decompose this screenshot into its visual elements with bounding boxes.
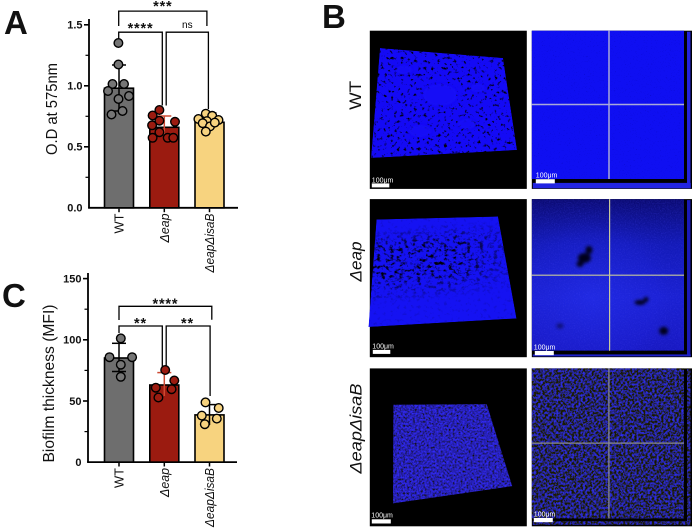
svg-text:ΔeapΔisaB: ΔeapΔisaB (347, 384, 366, 475)
svg-text:Δeap: Δeap (157, 468, 172, 498)
svg-text:O.D at 575nm: O.D at 575nm (44, 63, 61, 155)
svg-text:**: ** (181, 316, 194, 332)
svg-text:****: **** (128, 21, 154, 37)
svg-text:***: *** (153, 0, 172, 15)
svg-text:100μm: 100μm (371, 513, 393, 520)
svg-text:C: C (2, 277, 26, 314)
svg-text:100μm: 100μm (534, 344, 556, 351)
svg-text:0: 0 (75, 457, 81, 469)
svg-text:100μm: 100μm (536, 173, 558, 180)
svg-text:A: A (4, 4, 28, 41)
svg-text:1.0: 1.0 (67, 81, 82, 93)
svg-text:100μm: 100μm (534, 511, 556, 518)
svg-text:Δeap: Δeap (157, 214, 172, 244)
svg-text:0.5: 0.5 (67, 142, 82, 154)
svg-text:ns: ns (182, 20, 193, 31)
svg-text:1.5: 1.5 (67, 20, 82, 32)
svg-text:**: ** (134, 316, 147, 332)
svg-text:ΔeapΔisaB: ΔeapΔisaB (202, 468, 217, 528)
svg-text:50: 50 (69, 396, 81, 408)
svg-text:100: 100 (63, 335, 81, 347)
svg-text:WT: WT (112, 213, 127, 233)
svg-text:B: B (322, 0, 346, 35)
svg-text:0.0: 0.0 (67, 203, 82, 215)
svg-text:ΔeapΔisaB: ΔeapΔisaB (202, 213, 217, 273)
svg-text:Biofilm thickness (MFI): Biofilm thickness (MFI) (41, 305, 58, 463)
svg-text:Δeap: Δeap (347, 242, 366, 283)
svg-text:WT: WT (346, 81, 365, 110)
svg-text:100μm: 100μm (372, 177, 394, 184)
svg-text:****: **** (153, 296, 179, 312)
svg-text:100μm: 100μm (372, 343, 394, 350)
svg-text:150: 150 (63, 273, 81, 285)
svg-text:WT: WT (112, 468, 127, 488)
